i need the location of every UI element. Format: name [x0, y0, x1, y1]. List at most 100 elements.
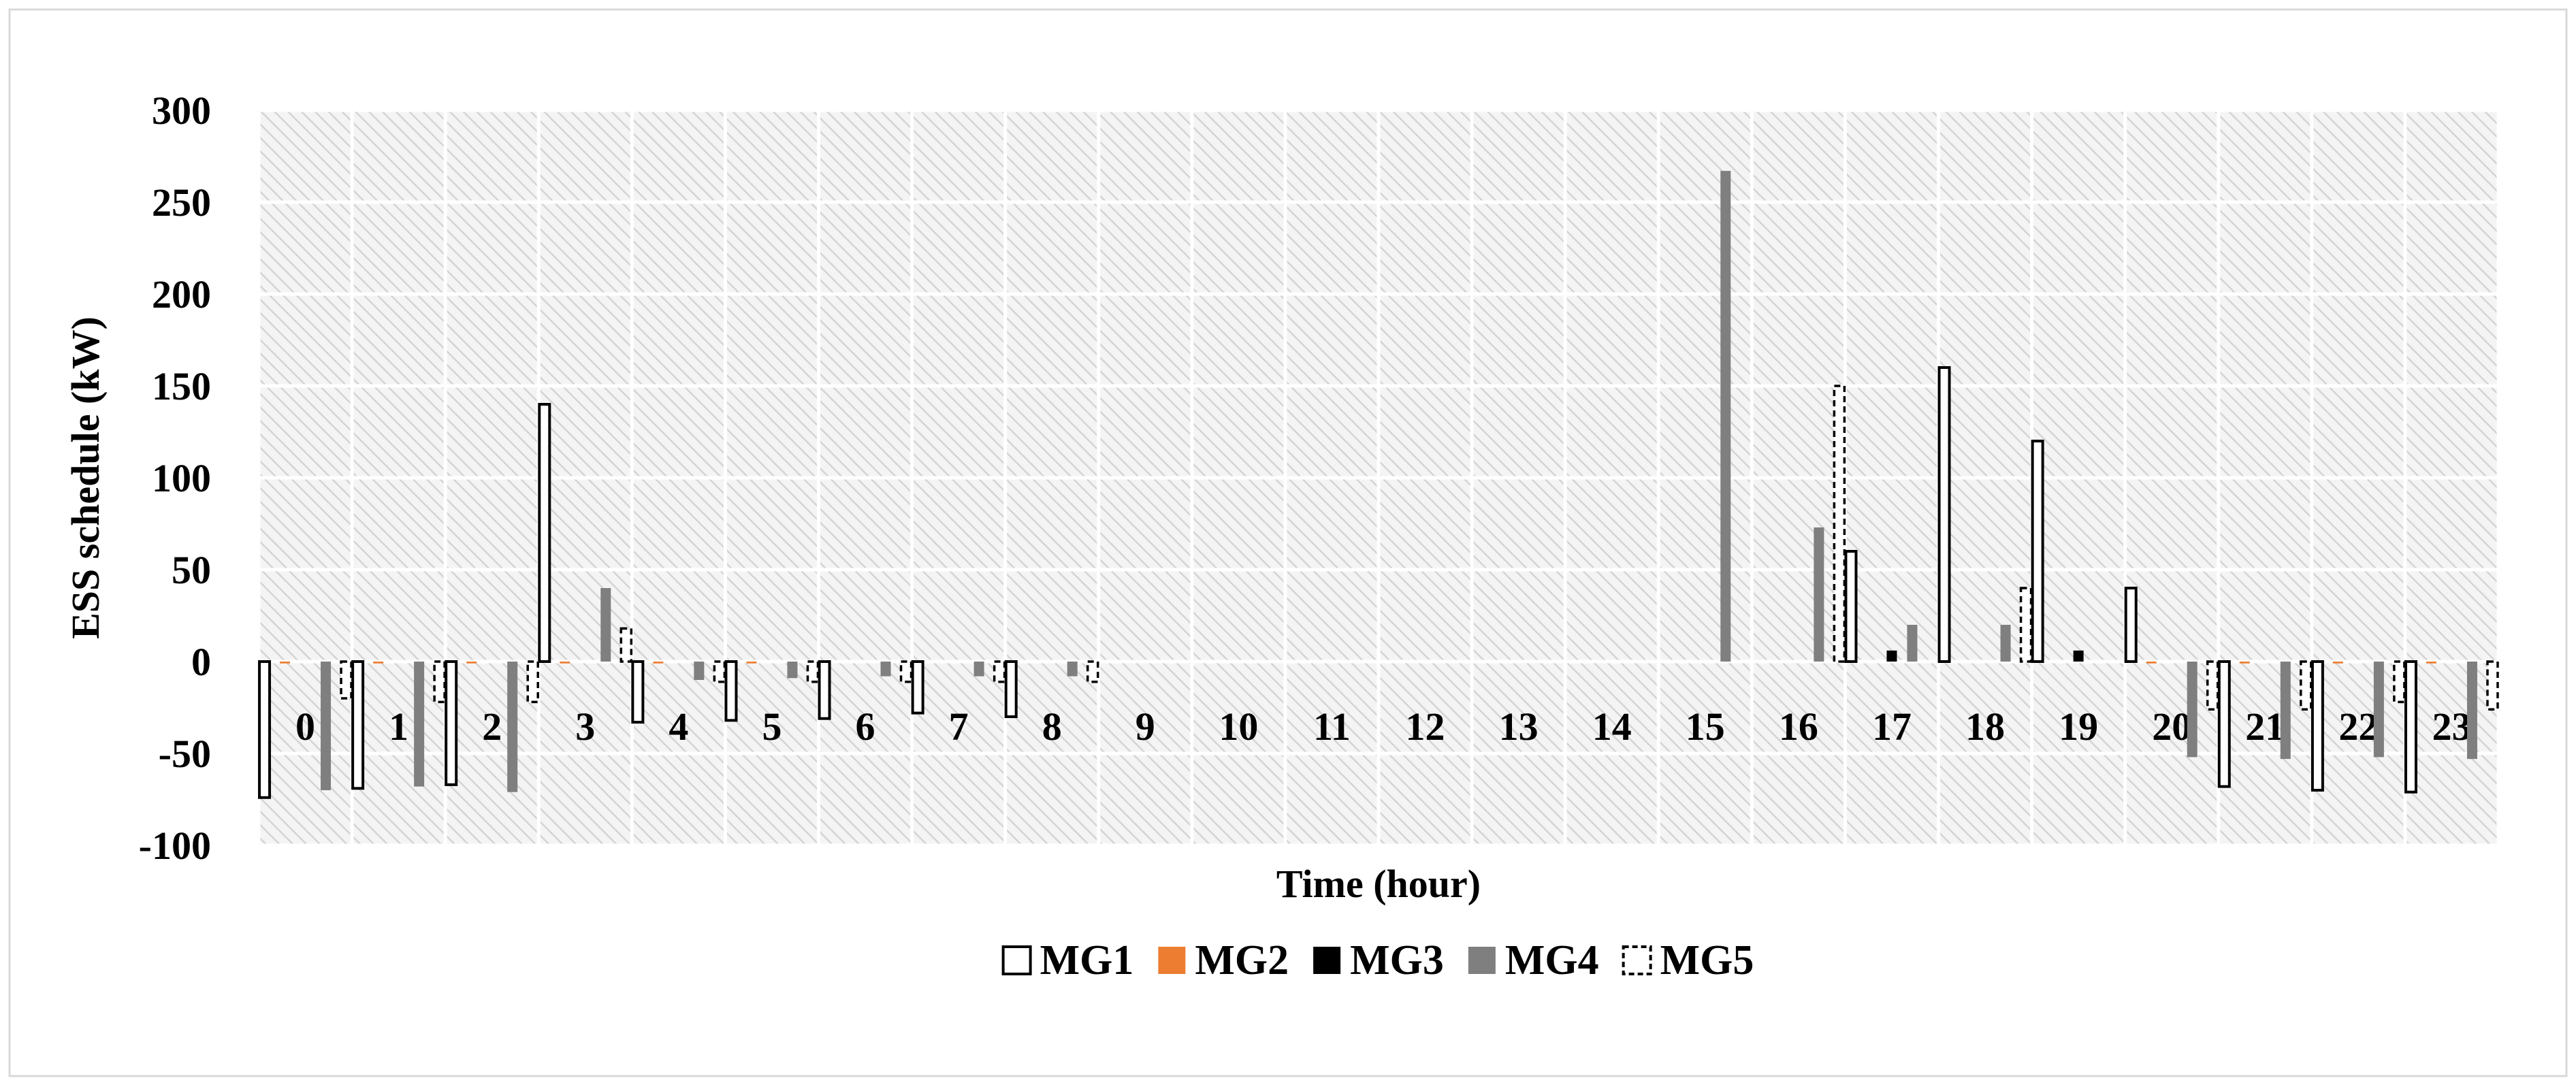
- x-tick-label: 5: [762, 704, 782, 749]
- legend-label-mg3: MG3: [1350, 937, 1444, 984]
- bar-mg5-16: [1833, 385, 1846, 663]
- bar-mg4-23: [2466, 662, 2477, 760]
- bar-mg5-5: [806, 660, 820, 683]
- bar-mg1-17: [1844, 550, 1858, 663]
- bar-mg1-19: [2031, 440, 2044, 663]
- legend-swatch-mg5: [1622, 945, 1652, 975]
- bar-mg4-2: [507, 662, 518, 792]
- legend-swatch-mg1: [1001, 945, 1032, 975]
- bar-mg3-19: [2073, 650, 2084, 662]
- bar-mg5-1: [433, 660, 446, 704]
- bar-mg4-18: [2000, 625, 2011, 662]
- bar-mg2-3: [560, 662, 570, 664]
- y-tick-label: 100: [152, 456, 211, 500]
- bar-mg1-5: [724, 660, 738, 722]
- legend-label-mg5: MG5: [1660, 937, 1754, 984]
- x-tick-label: 20: [2152, 704, 2191, 749]
- x-tick-label: 8: [1042, 704, 1062, 749]
- bar-mg4-4: [694, 662, 705, 680]
- x-tick-label: 9: [1136, 704, 1155, 749]
- x-tick-label: 4: [669, 704, 688, 749]
- bar-mg1-6: [818, 660, 831, 720]
- x-tick-label: 23: [2432, 704, 2471, 749]
- legend-label-mg4: MG4: [1505, 937, 1599, 984]
- bar-mg5-0: [340, 660, 353, 700]
- bar-mg1-3: [538, 403, 551, 663]
- x-tick-label: 22: [2338, 704, 2378, 749]
- bar-mg5-6: [899, 660, 913, 683]
- legend-swatch-mg4: [1468, 947, 1496, 974]
- y-tick-label: -100: [139, 824, 211, 868]
- x-tick-label: 7: [949, 704, 969, 749]
- y-axis-label: ESS schedule (kW): [63, 316, 108, 639]
- x-tick-label: 2: [482, 704, 502, 749]
- bar-mg4-1: [414, 662, 425, 787]
- bar-mg1-21: [2217, 660, 2231, 788]
- bar-mg5-20: [2206, 660, 2219, 711]
- legend-swatch-mg3: [1313, 947, 1341, 974]
- bar-mg2-1: [373, 662, 384, 664]
- bar-mg2-23: [2426, 662, 2436, 664]
- bar-mg5-4: [713, 660, 726, 683]
- legend-label-mg2: MG2: [1195, 937, 1289, 984]
- bar-mg1-2: [445, 660, 458, 786]
- bar-mg5-22: [2393, 660, 2406, 704]
- x-tick-label: 10: [1219, 704, 1258, 749]
- bars: [258, 171, 2499, 799]
- bar-mg2-2: [466, 662, 477, 664]
- bar-mg2-21: [2239, 662, 2250, 664]
- y-tick-label: 150: [152, 364, 211, 408]
- x-tick-label: 16: [1779, 704, 1818, 749]
- bar-mg4-16: [1814, 527, 1824, 662]
- y-tick-label: -50: [159, 732, 211, 776]
- x-axis-ticks: 0 1 2 3 4 5 6 7 8 9 10 11 12 13 14 15 16 17 18 19 20 21 22 23: [295, 704, 2471, 749]
- bar-mg2-20: [2146, 662, 2157, 664]
- y-tick-label: 300: [152, 88, 211, 133]
- x-tick-label: 17: [1872, 704, 1912, 749]
- bar-mg1-4: [631, 660, 645, 724]
- legend-label-mg1: MG1: [1040, 937, 1134, 984]
- x-tick-label: 1: [389, 704, 408, 749]
- bar-mg2-5: [746, 662, 757, 664]
- bar-mg3-17: [1886, 650, 1897, 662]
- bar-mg4-5: [787, 662, 798, 679]
- bar-mg1-7: [911, 660, 924, 715]
- bar-mg1-20: [2124, 587, 2138, 663]
- bar-mg4-21: [2280, 662, 2291, 760]
- x-tick-label: 6: [856, 704, 875, 749]
- bar-mg1-1: [351, 660, 365, 790]
- bar-mg1-22: [2311, 660, 2324, 792]
- bar-mg4-3: [600, 588, 611, 662]
- x-tick-label: 3: [575, 704, 595, 749]
- bar-mg2-0: [280, 662, 291, 664]
- x-tick-label: 14: [1592, 704, 1632, 749]
- bar-mg1-23: [2404, 660, 2417, 794]
- x-tick-label: 15: [1686, 704, 1725, 749]
- bar-mg1-0: [258, 660, 272, 799]
- bar-mg5-8: [1086, 660, 1099, 683]
- x-tick-label: 13: [1499, 704, 1539, 749]
- bar-mg4-8: [1067, 662, 1078, 677]
- x-tick-label: 0: [295, 704, 315, 749]
- bar-mg5-7: [993, 660, 1006, 683]
- y-tick-label: 200: [152, 272, 211, 316]
- bar-mg1-18: [1937, 366, 1951, 663]
- x-tick-label: 12: [1406, 704, 1445, 749]
- bar-mg5-23: [2486, 660, 2499, 711]
- bar-mg1-8: [1004, 660, 1018, 718]
- bar-mg4-22: [2373, 662, 2384, 758]
- legend: MG1 MG2 MG3 MG4 MG5: [1001, 937, 1754, 984]
- bar-mg5-21: [2300, 660, 2313, 711]
- bar-mg5-18: [2019, 587, 2033, 663]
- x-tick-label: 21: [2245, 704, 2285, 749]
- bar-mg2-4: [653, 662, 664, 664]
- bar-mg4-15: [1720, 171, 1731, 662]
- x-tick-label: 11: [1313, 704, 1351, 749]
- y-tick-label: 50: [172, 548, 211, 592]
- x-axis-label: Time (hour): [1276, 862, 1481, 906]
- bar-mg4-17: [1907, 625, 1918, 662]
- bar-mg4-20: [2187, 662, 2197, 758]
- bar-mg4-0: [321, 662, 332, 790]
